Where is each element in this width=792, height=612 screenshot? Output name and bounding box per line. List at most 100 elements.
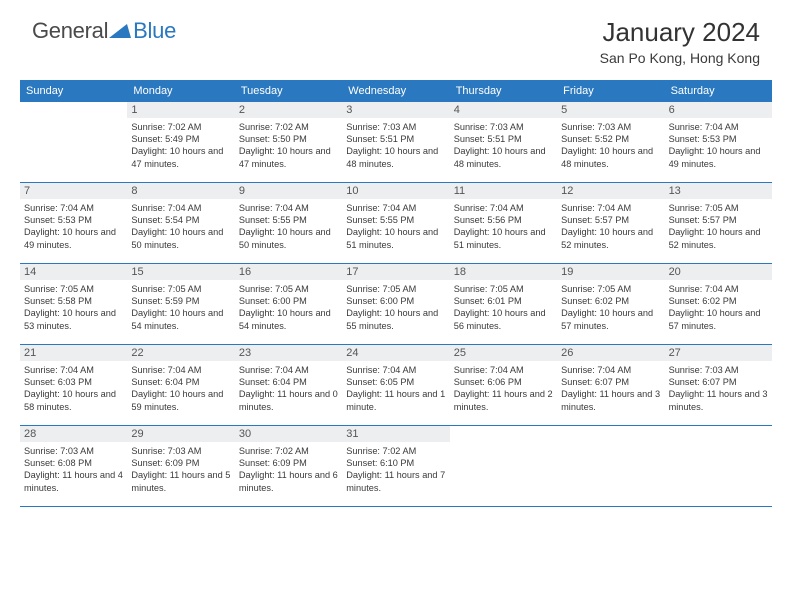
sunrise-line: Sunrise: 7:05 AM (24, 283, 123, 295)
daylight-line: Daylight: 10 hours and 56 minutes. (454, 307, 553, 332)
sunset-line: Sunset: 6:10 PM (346, 457, 445, 469)
daylight-line: Daylight: 10 hours and 49 minutes. (24, 226, 123, 251)
daylight-line: Daylight: 10 hours and 48 minutes. (454, 145, 553, 170)
sunrise-line: Sunrise: 7:05 AM (346, 283, 445, 295)
day-header: Friday (557, 81, 664, 102)
day-cell: 8Sunrise: 7:04 AMSunset: 5:54 PMDaylight… (127, 183, 234, 263)
sunrise-line: Sunrise: 7:04 AM (24, 202, 123, 214)
sunset-line: Sunset: 6:02 PM (669, 295, 768, 307)
title-block: January 2024 San Po Kong, Hong Kong (600, 18, 760, 66)
day-number: 22 (127, 345, 234, 361)
daylight-line: Daylight: 11 hours and 3 minutes. (561, 388, 660, 413)
week-row: 1Sunrise: 7:02 AMSunset: 5:49 PMDaylight… (20, 102, 772, 183)
sunrise-line: Sunrise: 7:04 AM (669, 121, 768, 133)
sunset-line: Sunset: 6:08 PM (24, 457, 123, 469)
day-number: 26 (557, 345, 664, 361)
day-number: 30 (235, 426, 342, 442)
day-cell: 7Sunrise: 7:04 AMSunset: 5:53 PMDaylight… (20, 183, 127, 263)
daylight-line: Daylight: 10 hours and 54 minutes. (239, 307, 338, 332)
sunrise-line: Sunrise: 7:04 AM (346, 202, 445, 214)
sunset-line: Sunset: 5:55 PM (239, 214, 338, 226)
sunrise-line: Sunrise: 7:04 AM (239, 202, 338, 214)
sunset-line: Sunset: 6:06 PM (454, 376, 553, 388)
sunset-line: Sunset: 5:51 PM (346, 133, 445, 145)
day-number: 24 (342, 345, 449, 361)
day-number: 18 (450, 264, 557, 280)
daylight-line: Daylight: 10 hours and 55 minutes. (346, 307, 445, 332)
sunrise-line: Sunrise: 7:05 AM (454, 283, 553, 295)
day-cell: 18Sunrise: 7:05 AMSunset: 6:01 PMDayligh… (450, 264, 557, 344)
logo-triangle-icon (109, 22, 131, 43)
sunrise-line: Sunrise: 7:04 AM (454, 364, 553, 376)
sunrise-line: Sunrise: 7:03 AM (24, 445, 123, 457)
logo: General Blue (32, 18, 176, 44)
day-header: Monday (127, 81, 234, 102)
day-number: 28 (20, 426, 127, 442)
day-cell (665, 426, 772, 506)
day-cell: 20Sunrise: 7:04 AMSunset: 6:02 PMDayligh… (665, 264, 772, 344)
sunset-line: Sunset: 6:05 PM (346, 376, 445, 388)
day-cell (557, 426, 664, 506)
sunrise-line: Sunrise: 7:04 AM (561, 202, 660, 214)
day-cell: 28Sunrise: 7:03 AMSunset: 6:08 PMDayligh… (20, 426, 127, 506)
day-cell: 31Sunrise: 7:02 AMSunset: 6:10 PMDayligh… (342, 426, 449, 506)
logo-text-general: General (32, 18, 108, 44)
day-header: Thursday (450, 81, 557, 102)
sunrise-line: Sunrise: 7:03 AM (669, 364, 768, 376)
day-number: 19 (557, 264, 664, 280)
day-number: 3 (342, 102, 449, 118)
day-cell: 16Sunrise: 7:05 AMSunset: 6:00 PMDayligh… (235, 264, 342, 344)
sunset-line: Sunset: 5:54 PM (131, 214, 230, 226)
day-cell: 12Sunrise: 7:04 AMSunset: 5:57 PMDayligh… (557, 183, 664, 263)
day-number: 25 (450, 345, 557, 361)
week-row: 7Sunrise: 7:04 AMSunset: 5:53 PMDaylight… (20, 183, 772, 264)
day-number: 4 (450, 102, 557, 118)
daylight-line: Daylight: 10 hours and 50 minutes. (131, 226, 230, 251)
day-cell: 15Sunrise: 7:05 AMSunset: 5:59 PMDayligh… (127, 264, 234, 344)
sunset-line: Sunset: 6:09 PM (239, 457, 338, 469)
daylight-line: Daylight: 11 hours and 5 minutes. (131, 469, 230, 494)
sunset-line: Sunset: 5:49 PM (131, 133, 230, 145)
sunrise-line: Sunrise: 7:02 AM (131, 121, 230, 133)
sunrise-line: Sunrise: 7:04 AM (561, 364, 660, 376)
sunset-line: Sunset: 6:07 PM (669, 376, 768, 388)
sunset-line: Sunset: 5:51 PM (454, 133, 553, 145)
day-cell: 19Sunrise: 7:05 AMSunset: 6:02 PMDayligh… (557, 264, 664, 344)
sunset-line: Sunset: 5:57 PM (669, 214, 768, 226)
sunset-line: Sunset: 5:50 PM (239, 133, 338, 145)
day-number: 9 (235, 183, 342, 199)
day-number: 5 (557, 102, 664, 118)
daylight-line: Daylight: 10 hours and 57 minutes. (669, 307, 768, 332)
sunset-line: Sunset: 5:52 PM (561, 133, 660, 145)
day-cell: 30Sunrise: 7:02 AMSunset: 6:09 PMDayligh… (235, 426, 342, 506)
day-number: 21 (20, 345, 127, 361)
day-number: 7 (20, 183, 127, 199)
sunset-line: Sunset: 5:59 PM (131, 295, 230, 307)
day-number: 14 (20, 264, 127, 280)
sunrise-line: Sunrise: 7:03 AM (346, 121, 445, 133)
day-cell: 3Sunrise: 7:03 AMSunset: 5:51 PMDaylight… (342, 102, 449, 182)
daylight-line: Daylight: 10 hours and 51 minutes. (454, 226, 553, 251)
day-cell (20, 102, 127, 182)
day-cell: 5Sunrise: 7:03 AMSunset: 5:52 PMDaylight… (557, 102, 664, 182)
sunset-line: Sunset: 5:53 PM (669, 133, 768, 145)
daylight-line: Daylight: 11 hours and 3 minutes. (669, 388, 768, 413)
day-cell: 1Sunrise: 7:02 AMSunset: 5:49 PMDaylight… (127, 102, 234, 182)
sunrise-line: Sunrise: 7:04 AM (24, 364, 123, 376)
sunset-line: Sunset: 6:04 PM (239, 376, 338, 388)
logo-text-blue: Blue (133, 18, 176, 44)
daylight-line: Daylight: 10 hours and 49 minutes. (669, 145, 768, 170)
day-cell: 10Sunrise: 7:04 AMSunset: 5:55 PMDayligh… (342, 183, 449, 263)
daylight-line: Daylight: 10 hours and 57 minutes. (561, 307, 660, 332)
day-cell: 23Sunrise: 7:04 AMSunset: 6:04 PMDayligh… (235, 345, 342, 425)
sunset-line: Sunset: 6:00 PM (239, 295, 338, 307)
day-cell: 29Sunrise: 7:03 AMSunset: 6:09 PMDayligh… (127, 426, 234, 506)
sunset-line: Sunset: 5:55 PM (346, 214, 445, 226)
day-number: 23 (235, 345, 342, 361)
day-cell: 26Sunrise: 7:04 AMSunset: 6:07 PMDayligh… (557, 345, 664, 425)
sunrise-line: Sunrise: 7:05 AM (131, 283, 230, 295)
day-number: 20 (665, 264, 772, 280)
day-header: Wednesday (342, 81, 449, 102)
day-number: 12 (557, 183, 664, 199)
sunrise-line: Sunrise: 7:03 AM (454, 121, 553, 133)
